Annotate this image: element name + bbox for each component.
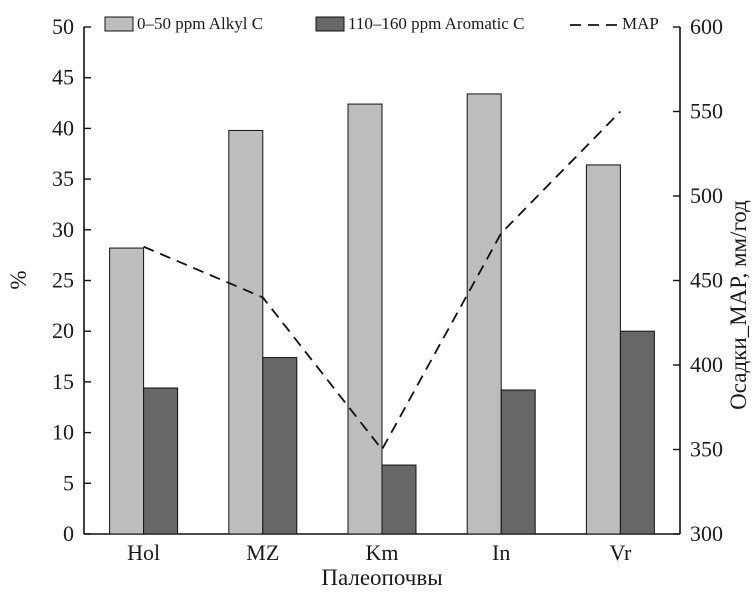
bars: [109, 93, 655, 535]
left-tick-label: 50: [52, 14, 74, 39]
left-tick-label: 10: [52, 420, 74, 445]
bar-aromatic-km: [381, 464, 417, 535]
category-label: Vr: [609, 540, 632, 565]
category-label: Km: [366, 540, 399, 565]
right-tick-label: 350: [690, 437, 723, 462]
right-tick-label: 300: [690, 521, 723, 546]
y2-axis-label: Осадки_MAP, мм/год: [726, 200, 751, 410]
left-tick-label: 5: [63, 470, 74, 495]
category-label: In: [492, 540, 510, 565]
bar-alkyl-in: [466, 93, 502, 535]
left-tick-label: 15: [52, 369, 74, 394]
category-label: MZ: [246, 540, 279, 565]
legend-swatch-aromatic: [315, 16, 345, 32]
right-tick-label: 600: [690, 14, 723, 39]
legend: 0–50 ppm Alkyl C 110–160 ppm Aromatic C …: [104, 14, 659, 33]
category-labels: Hol MZ Km In Vr: [127, 540, 632, 565]
legend-label-map: MAP: [622, 14, 659, 33]
left-tick-label: 25: [52, 268, 74, 293]
left-tick-label: 30: [52, 217, 74, 242]
left-tick-label: 0: [63, 521, 74, 546]
right-tick-label: 500: [690, 183, 723, 208]
bar-alkyl-hol: [109, 247, 145, 535]
legend-swatch-alkyl: [104, 16, 134, 32]
bar-aromatic-hol: [143, 387, 179, 535]
bar-aromatic-mz: [262, 357, 298, 535]
right-ticks: 300 350 400 450 500 550 600: [673, 14, 723, 546]
y-axis-label: %: [6, 270, 31, 289]
left-tick-label: 45: [52, 65, 74, 90]
right-tick-label: 400: [690, 352, 723, 377]
legend-label-aromatic: 110–160 ppm Aromatic C: [348, 14, 524, 33]
left-tick-label: 20: [52, 318, 74, 343]
bar-alkyl-mz: [228, 129, 264, 535]
bar-alkyl-vr: [585, 164, 621, 535]
right-tick-label: 450: [690, 268, 723, 293]
bar-aromatic-vr: [619, 330, 655, 535]
category-label: Hol: [127, 540, 160, 565]
bar-aromatic-in: [500, 389, 536, 535]
left-tick-label: 35: [52, 166, 74, 191]
x-axis-label: Палеопочвы: [321, 565, 442, 590]
bar-alkyl-km: [347, 103, 383, 535]
left-ticks: 0 5 10 15 20 25 30 35 40 45 50: [52, 14, 91, 546]
left-tick-label: 40: [52, 115, 74, 140]
legend-label-alkyl: 0–50 ppm Alkyl C: [137, 14, 263, 33]
right-tick-label: 550: [690, 99, 723, 124]
